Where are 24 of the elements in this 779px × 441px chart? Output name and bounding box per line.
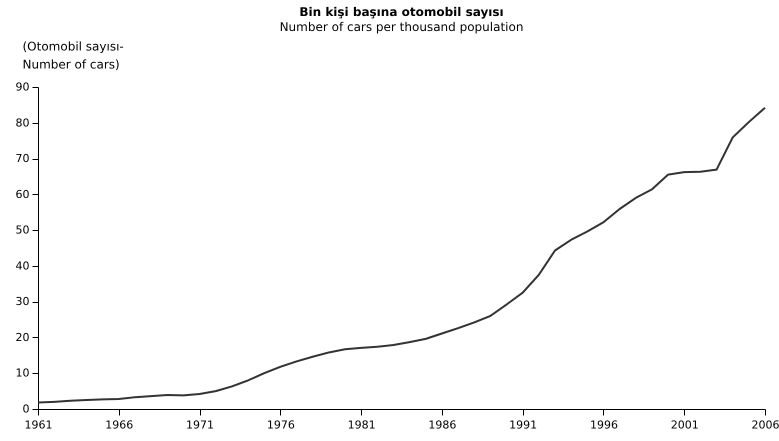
x-tick-label: 1981 (348, 418, 376, 432)
y-tick-label: 90 (16, 80, 30, 94)
y-tick-label: 70 (16, 152, 30, 166)
x-tick-label: 1991 (509, 418, 538, 432)
y-tick-label: 60 (16, 188, 30, 201)
line-series (37, 106, 766, 404)
x-tick-label: 1976 (266, 418, 295, 432)
y-tick-label: 20 (16, 330, 30, 344)
y-tick-label: 80 (16, 116, 30, 130)
x-tick-label: 2001 (670, 418, 699, 432)
chart-title: Bin kişi başına otomobil sayısı (299, 5, 504, 19)
x-tick-label: 1961 (24, 418, 52, 432)
chart-subtitle: Number of cars per thousand population (280, 20, 524, 34)
y-tick-label: 0 (22, 402, 30, 416)
x-tick-label: 1996 (590, 418, 618, 432)
y-tick-label: 30 (16, 295, 30, 308)
x-tick-label: 1971 (186, 418, 214, 432)
y-tick-label: 50 (16, 224, 30, 237)
y-tick-label: 10 (16, 366, 30, 380)
x-tick-label: 1966 (105, 418, 134, 432)
x-tick-label: 1986 (428, 418, 456, 432)
x-tick-label: 2006 (752, 418, 779, 432)
y-tick-label: 40 (16, 259, 30, 272)
y-axis-title: (Otomobil sayısı- Number of cars) (22, 40, 124, 72)
